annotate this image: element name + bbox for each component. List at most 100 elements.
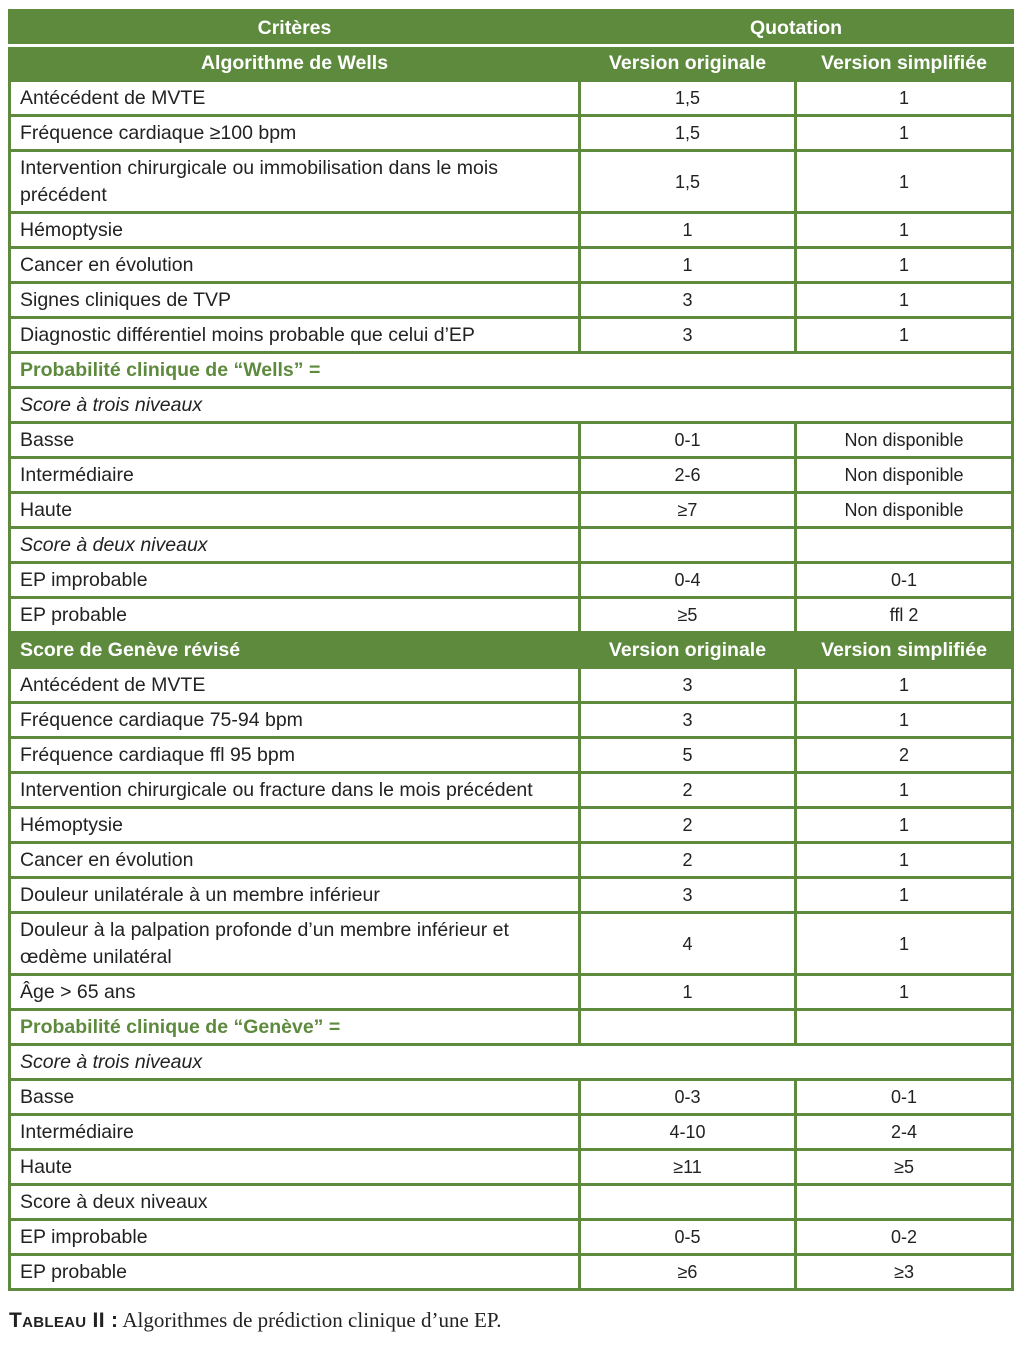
- table-row: Probabilité clinique de “Genève” =: [8, 1008, 1015, 1046]
- criteria-cell: Score à deux niveaux: [8, 526, 581, 564]
- table-row: Basse 0-3 0-1: [8, 1078, 1015, 1116]
- original-version-cell: ≥11: [578, 1148, 797, 1186]
- original-version-cell: 0-4: [578, 561, 797, 599]
- criteria-cell: Intermédiaire: [8, 1113, 581, 1151]
- criteria-cell: Antécédent de MVTE: [8, 666, 581, 704]
- criteria-cell: Signes cliniques de TVP: [8, 281, 581, 319]
- criteria-cell: Intervention chirurgicale ou fracture da…: [8, 771, 581, 809]
- criteria-cell: Diagnostic différentiel moins probable q…: [8, 316, 581, 354]
- prediction-algorithms-table: Critères Quotation Algorithme de Wells Ve…: [7, 9, 1015, 1291]
- table-row: EP probable ≥5 ffl 2: [8, 596, 1015, 634]
- simplified-version-cell: 1: [793, 666, 1015, 704]
- criteria-cell: Antécédent de MVTE: [8, 79, 581, 117]
- simplified-version-cell: 1: [793, 246, 1015, 284]
- simplified-version-cell: 1: [793, 316, 1015, 354]
- criteria-cell: Fréquence cardiaque 75-94 bpm: [8, 701, 581, 739]
- table-row: Intervention chirurgicale ou fracture da…: [8, 771, 1015, 809]
- original-version-cell: 1: [578, 246, 797, 284]
- simplified-version-cell: 2-4: [793, 1113, 1015, 1151]
- table-caption: Tableau II : Algorithmes de prédiction c…: [9, 1308, 501, 1333]
- simplified-version-cell: Version simplifiée: [793, 44, 1015, 82]
- criteria-cell: Algorithme de Wells: [8, 44, 581, 82]
- original-version-cell: 1,5: [578, 79, 797, 117]
- table-row: Intervention chirurgicale ou immobilisat…: [8, 149, 1015, 214]
- criteria-cell: EP probable: [8, 596, 581, 634]
- original-version-cell: [578, 1183, 797, 1221]
- simplified-version-cell: 1: [793, 973, 1015, 1011]
- criteria-cell: Score à trois niveaux: [7, 386, 1015, 424]
- simplified-version-cell: ≥5: [793, 1148, 1015, 1186]
- table-row: EP improbable 0-4 0-1: [8, 561, 1015, 599]
- criteria-cell: Haute: [8, 1148, 581, 1186]
- table-header-row: Critères Quotation: [8, 9, 1015, 47]
- table-row: Haute ≥11 ≥5: [8, 1148, 1015, 1186]
- table-row: Haute ≥7 Non disponible: [8, 491, 1015, 529]
- table-row: Signes cliniques de TVP 3 1: [8, 281, 1015, 319]
- simplified-version-cell: 1: [793, 911, 1015, 976]
- criteria-cell: Probabilité clinique de “Wells” =: [7, 351, 1015, 389]
- table-row: Score à trois niveaux: [7, 386, 1015, 424]
- original-version-cell: 0-5: [578, 1218, 797, 1256]
- header-criteria: Critères: [8, 9, 581, 47]
- original-version-cell: 4-10: [578, 1113, 797, 1151]
- original-version-cell: 0-1: [578, 421, 797, 459]
- original-version-cell: 4: [578, 911, 797, 976]
- original-version-cell: 3: [578, 666, 797, 704]
- table-row: Score à deux niveaux: [8, 1183, 1015, 1221]
- table-row: Antécédent de MVTE 3 1: [8, 666, 1015, 704]
- simplified-version-cell: 1: [793, 841, 1015, 879]
- simplified-version-cell: 1: [793, 806, 1015, 844]
- table-row: Âge > 65 ans 1 1: [8, 973, 1015, 1011]
- table-row: Basse 0-1 Non disponible: [8, 421, 1015, 459]
- table-row: Hémoptysie 2 1: [8, 806, 1015, 844]
- table-row: Douleur à la palpation profonde d’un mem…: [8, 911, 1015, 976]
- criteria-cell: Hémoptysie: [8, 806, 581, 844]
- original-version-cell: Version originale: [578, 631, 797, 669]
- criteria-cell: Basse: [8, 1078, 581, 1116]
- original-version-cell: 2: [578, 841, 797, 879]
- original-version-cell: 2: [578, 771, 797, 809]
- original-version-cell: 1,5: [578, 149, 797, 214]
- criteria-cell: Cancer en évolution: [8, 246, 581, 284]
- criteria-cell: Fréquence cardiaque ≥100 bpm: [8, 114, 581, 152]
- criteria-cell: Basse: [8, 421, 581, 459]
- simplified-version-cell: 1: [793, 211, 1015, 249]
- criteria-cell: EP improbable: [8, 561, 581, 599]
- simplified-version-cell: Non disponible: [793, 421, 1015, 459]
- original-version-cell: 1: [578, 211, 797, 249]
- table-row: Diagnostic différentiel moins probable q…: [8, 316, 1015, 354]
- original-version-cell: 2-6: [578, 456, 797, 494]
- table-row: Probabilité clinique de “Wells” =: [7, 351, 1015, 389]
- simplified-version-cell: 1: [793, 876, 1015, 914]
- original-version-cell: ≥5: [578, 596, 797, 634]
- criteria-cell: Âge > 65 ans: [8, 973, 581, 1011]
- table-row: EP improbable 0-5 0-2: [8, 1218, 1015, 1256]
- criteria-cell: Probabilité clinique de “Genève” =: [8, 1008, 581, 1046]
- original-version-cell: 1,5: [578, 114, 797, 152]
- table-row: EP probable ≥6 ≥3: [8, 1253, 1015, 1291]
- criteria-cell: Haute: [8, 491, 581, 529]
- criteria-cell: EP probable: [8, 1253, 581, 1291]
- criteria-cell: Score à deux niveaux: [8, 1183, 581, 1221]
- criteria-cell: Cancer en évolution: [8, 841, 581, 879]
- original-version-cell: ≥6: [578, 1253, 797, 1291]
- caption-text: Algorithmes de prédiction clinique d’une…: [118, 1308, 502, 1332]
- simplified-version-cell: ≥3: [793, 1253, 1015, 1291]
- original-version-cell: 0-3: [578, 1078, 797, 1116]
- section-header-row: Score de Genève révisé Version originale V…: [8, 631, 1015, 669]
- simplified-version-cell: 1: [793, 771, 1015, 809]
- simplified-version-cell: Version simplifiée: [793, 631, 1015, 669]
- original-version-cell: 2: [578, 806, 797, 844]
- criteria-cell: Hémoptysie: [8, 211, 581, 249]
- section-header-row: Algorithme de Wells Version originale Vers…: [8, 44, 1015, 82]
- table-row: Intermédiaire 2-6 Non disponible: [8, 456, 1015, 494]
- simplified-version-cell: 0-1: [793, 1078, 1015, 1116]
- table-row: Intermédiaire 4-10 2-4: [8, 1113, 1015, 1151]
- table-row: Cancer en évolution 2 1: [8, 841, 1015, 879]
- criteria-cell: Douleur à la palpation profonde d’un mem…: [8, 911, 581, 976]
- original-version-cell: [578, 526, 797, 564]
- original-version-cell: [578, 1008, 797, 1046]
- simplified-version-cell: 0-1: [793, 561, 1015, 599]
- original-version-cell: 3: [578, 876, 797, 914]
- original-version-cell: 3: [578, 316, 797, 354]
